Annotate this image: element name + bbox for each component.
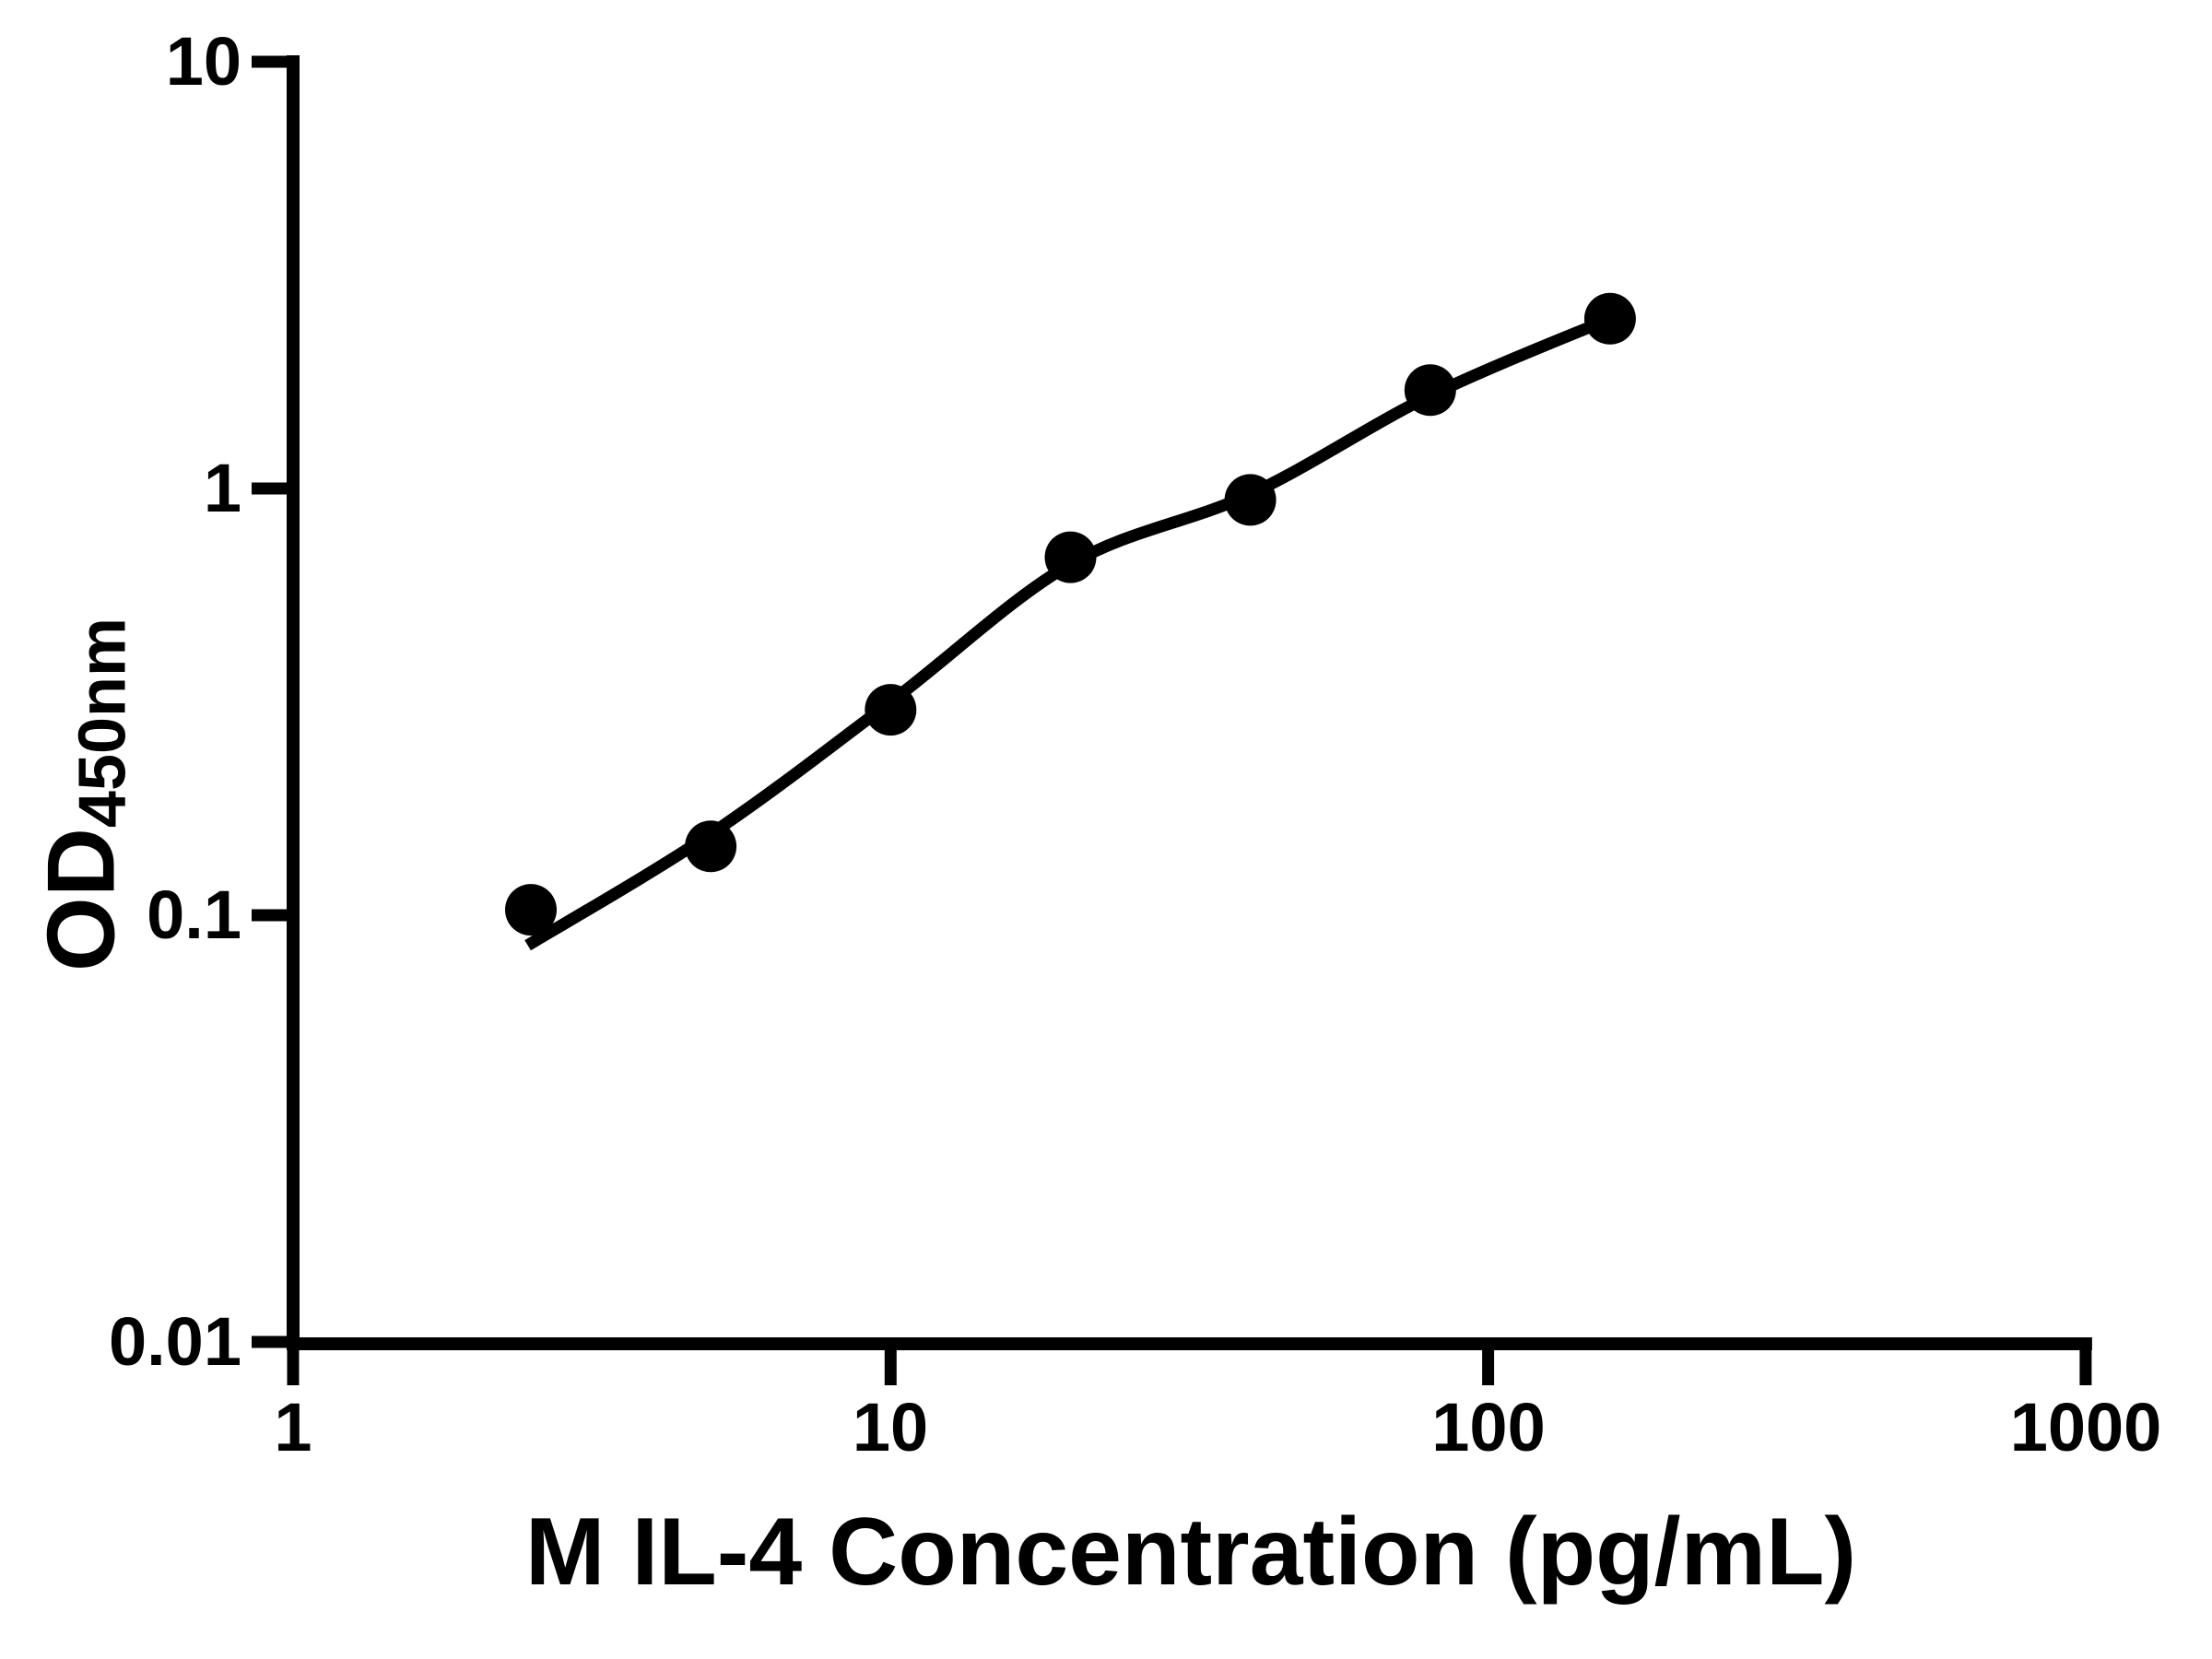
x-tick-label-1000: 1000 bbox=[2009, 1389, 2162, 1465]
data-point bbox=[1044, 531, 1097, 583]
y-axis-title-base: OD bbox=[28, 828, 135, 972]
y-axis-title-subscript: 450nm bbox=[65, 617, 140, 829]
data-point bbox=[865, 684, 917, 736]
y-tick-label-10: 10 bbox=[165, 23, 241, 100]
data-points-group bbox=[505, 292, 1636, 936]
x-tick-label-10: 10 bbox=[852, 1389, 929, 1465]
y-tick-label-0p01: 0.01 bbox=[108, 1303, 241, 1380]
data-point bbox=[685, 820, 737, 873]
x-axis-title: M IL-4 Concentration (pg/mL) bbox=[524, 1499, 1857, 1606]
data-point bbox=[1583, 292, 1636, 345]
x-tick-label-100: 100 bbox=[1431, 1389, 1546, 1465]
y-tick-label-1: 1 bbox=[203, 450, 241, 526]
data-point bbox=[1224, 474, 1277, 526]
y-axis-title: OD450nm bbox=[28, 617, 155, 972]
axes bbox=[252, 55, 2092, 1385]
data-point bbox=[1404, 364, 1456, 417]
data-point bbox=[505, 884, 557, 936]
y-tick-label-0p1: 0.1 bbox=[147, 877, 241, 953]
x-tick-label-1: 1 bbox=[274, 1389, 312, 1465]
